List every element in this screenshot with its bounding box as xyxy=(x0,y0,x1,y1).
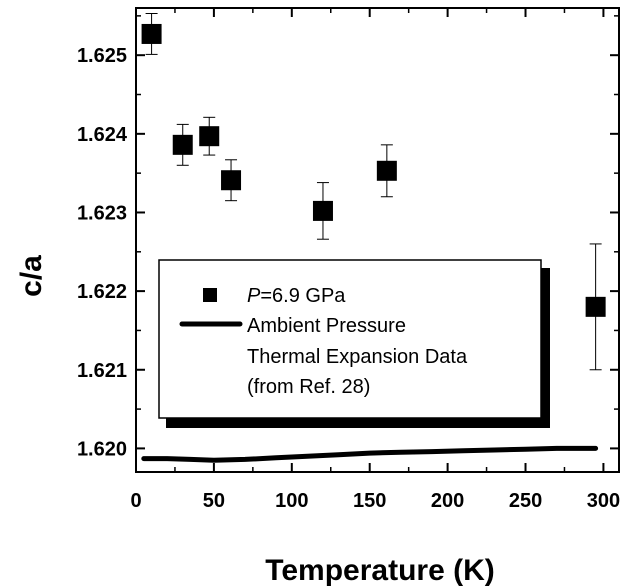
legend-box xyxy=(158,259,542,419)
legend-label-ambient-line1: Ambient Pressure xyxy=(247,315,406,337)
data-point xyxy=(141,23,162,44)
legend-marker-square xyxy=(203,288,217,302)
y-tick-label: 1.624 xyxy=(77,124,128,146)
legend-label-ambient-line2: Thermal Expansion Data xyxy=(247,346,468,368)
x-axis-title: Temperature (K) xyxy=(265,554,494,587)
axes-layer: 0 50 100 150 200 250 300 1.620 1.621 1.622 1.623 1.… xyxy=(77,7,620,512)
y-axis-title: c/a xyxy=(15,255,48,297)
x-tick-label: 0 xyxy=(130,490,141,512)
x-tick-label: 250 xyxy=(509,490,542,512)
x-tick-label: 100 xyxy=(275,490,308,512)
y-tick-label: 1.625 xyxy=(77,45,127,67)
legend-label-ambient-line3: (from Ref. 28) xyxy=(247,376,370,398)
plot-frame xyxy=(135,7,620,473)
x-tick-label: 200 xyxy=(431,490,464,512)
legend: P=6.9 GPa Ambient Pressure Thermal Expan… xyxy=(158,259,550,428)
y-tick-label: 1.620 xyxy=(77,438,127,460)
legend-label-pressure-rest: =6.9 GPa xyxy=(260,285,346,307)
plot-layer xyxy=(141,13,606,463)
y-tick-label: 1.622 xyxy=(77,281,127,303)
data-point xyxy=(585,296,606,317)
x-tick-label: 50 xyxy=(203,490,225,512)
data-point xyxy=(312,200,333,221)
y-tick-label: 1.623 xyxy=(77,202,127,224)
data-point xyxy=(199,126,220,147)
x-tick-label: 300 xyxy=(587,490,620,512)
legend-label-pressure-italic: P xyxy=(247,285,261,307)
data-point xyxy=(376,160,397,181)
data-point xyxy=(172,134,193,155)
legend-label-pressure: P=6.9 GPa xyxy=(247,285,346,307)
data-point xyxy=(221,170,242,191)
ambient-pressure-line xyxy=(141,445,599,463)
y-tick-label: 1.621 xyxy=(77,360,127,382)
x-tick-label: 150 xyxy=(353,490,386,512)
